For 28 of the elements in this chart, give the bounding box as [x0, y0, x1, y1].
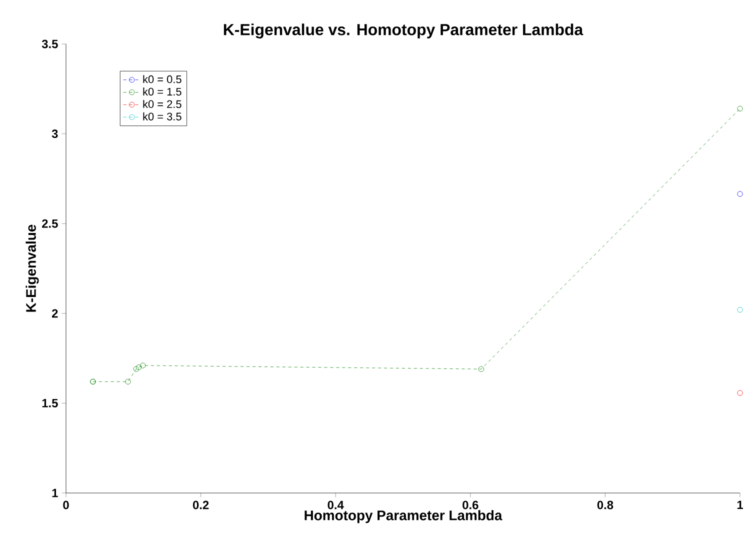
legend-label: k0 = 0.5 [143, 75, 182, 84]
y-tick-label: 3.5 [42, 40, 58, 48]
y-tick-label: 1.5 [42, 399, 58, 408]
legend-label: k0 = 3.5 [143, 112, 182, 120]
point [737, 390, 743, 396]
point [140, 362, 146, 368]
y-tick-label: 2.5 [42, 219, 58, 228]
y-tick-label: 3 [52, 130, 58, 138]
x-tick-label: 0.2 [192, 500, 209, 510]
x-tick-label: 0.4 [328, 500, 344, 510]
point [737, 191, 743, 197]
point [737, 106, 743, 112]
x-tick-label: 1 [737, 500, 743, 509]
point [737, 307, 743, 313]
y-tick-label: 1 [52, 488, 58, 498]
x-axis-title: Homotopy Parameter Lambda [304, 510, 502, 524]
y-tick-label: 2 [52, 309, 58, 318]
legend-label: k0 = 2.5 [143, 100, 182, 108]
point [133, 366, 139, 372]
legend-label: k0 = 1.5 [143, 88, 182, 96]
point [125, 378, 131, 384]
x-tick-label: 0 [63, 500, 69, 510]
point [478, 366, 484, 372]
point [136, 364, 142, 370]
x-tick-label: 0.8 [597, 500, 614, 510]
x-tick-label: 0.6 [462, 500, 478, 510]
y-axis-title: K-Eigenvalue [26, 224, 39, 312]
chart-title: K-Eigenvalue vs. Homotopy Parameter Lambda [224, 24, 584, 38]
